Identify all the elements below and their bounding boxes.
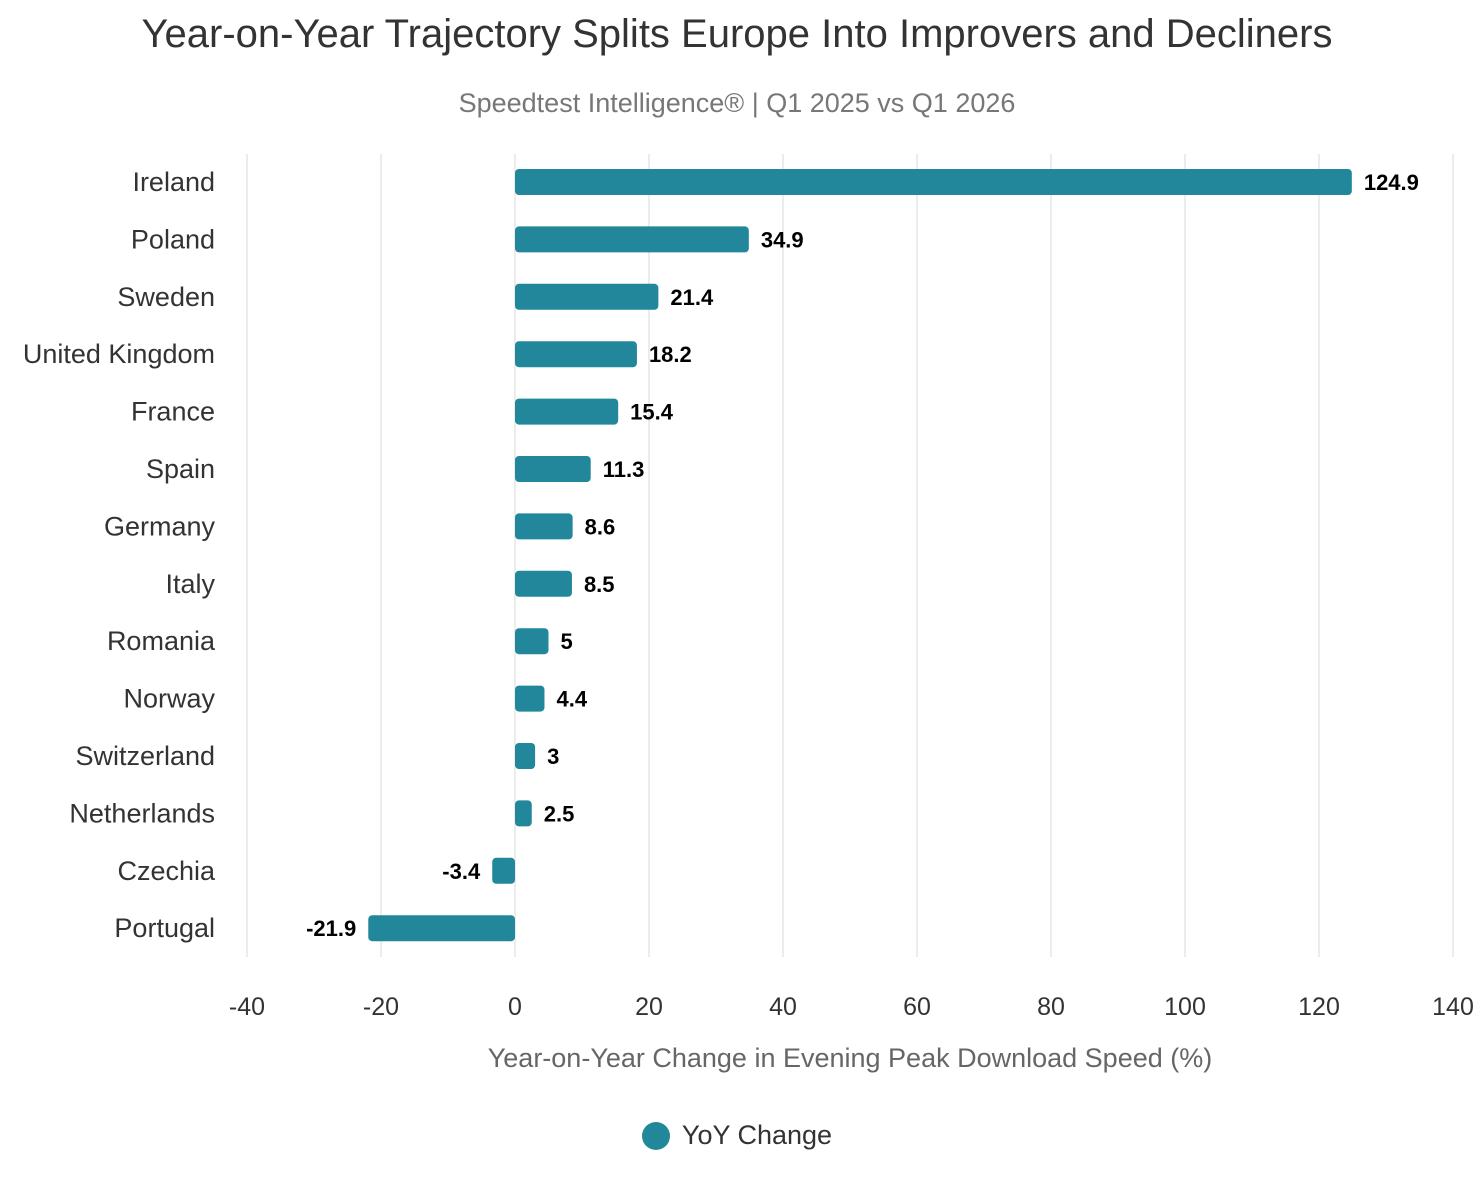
x-axis-title: Year-on-Year Change in Evening Peak Down… (488, 1043, 1212, 1073)
value-label: 8.6 (585, 514, 616, 539)
value-label: 11.3 (603, 457, 645, 482)
bar (515, 513, 573, 540)
value-label: 5 (561, 629, 573, 654)
category-label: Czechia (117, 856, 216, 886)
value-label: 124.9 (1364, 170, 1419, 195)
bar (515, 628, 549, 655)
x-tick-label: 100 (1164, 993, 1206, 1021)
category-labels: Ireland Poland Sweden United Kingdom France S… (23, 167, 216, 943)
gridlines (246, 154, 1454, 957)
chart-title: Year-on-Year Trajectory Splits Europe In… (141, 12, 1333, 56)
x-tick-labels: -40 -20 0 20 40 60 80 100 120 140 (229, 993, 1474, 1021)
category-label: United Kingdom (23, 339, 215, 369)
category-label: Switzerland (75, 741, 215, 771)
category-label: Poland (131, 224, 215, 254)
x-tick-label: 0 (508, 993, 522, 1021)
category-label: France (131, 397, 215, 427)
bar (515, 169, 1352, 195)
x-tick-label: 60 (903, 993, 931, 1021)
x-tick-label: -20 (363, 993, 399, 1021)
bar (515, 456, 591, 482)
category-label: Ireland (132, 167, 215, 197)
bar (492, 857, 515, 884)
legend-label: YoY Change (681, 1120, 833, 1150)
category-label: Norway (123, 684, 215, 714)
value-label: 18.2 (649, 342, 692, 367)
bar (368, 915, 515, 942)
category-label: Portugal (114, 913, 215, 943)
category-label: Germany (104, 511, 216, 541)
bar (515, 743, 536, 769)
category-label: Sweden (117, 282, 215, 312)
x-tick-label: 140 (1432, 993, 1474, 1021)
x-tick-label: 80 (1037, 993, 1065, 1021)
value-label: 15.4 (630, 400, 674, 425)
bar (515, 283, 659, 310)
bar (515, 341, 637, 368)
legend: YoY Change (0, 1120, 1474, 1151)
value-label: -3.4 (442, 859, 481, 884)
value-labels: 124.9 34.9 21.4 18.2 15.4 11.3 8.6 8.5 5 4.4 3 2.5 -… (306, 170, 1419, 941)
category-label: Romania (107, 626, 216, 656)
value-label: 21.4 (670, 285, 714, 310)
bar (515, 226, 749, 253)
value-label: 4.4 (556, 687, 587, 712)
bar (515, 800, 532, 827)
value-label: -21.9 (306, 916, 356, 941)
value-label: 8.5 (584, 572, 615, 597)
category-label: Spain (146, 454, 215, 484)
value-label: 3 (547, 744, 559, 769)
x-tick-label: 20 (635, 993, 663, 1021)
bar (515, 398, 619, 425)
x-tick-label: 40 (769, 993, 797, 1021)
value-label: 34.9 (761, 227, 804, 252)
category-label: Italy (165, 569, 215, 599)
bars (368, 169, 1352, 942)
category-label: Netherlands (69, 798, 215, 828)
chart-subtitle: Speedtest Intelligence® | Q1 2025 vs Q1 … (458, 88, 1016, 118)
bar (515, 685, 545, 712)
legend-swatch (641, 1121, 670, 1150)
x-tick-label: -40 (229, 993, 265, 1021)
x-tick-label: 120 (1298, 993, 1340, 1021)
bar (515, 570, 572, 597)
value-label: 2.5 (544, 801, 575, 826)
